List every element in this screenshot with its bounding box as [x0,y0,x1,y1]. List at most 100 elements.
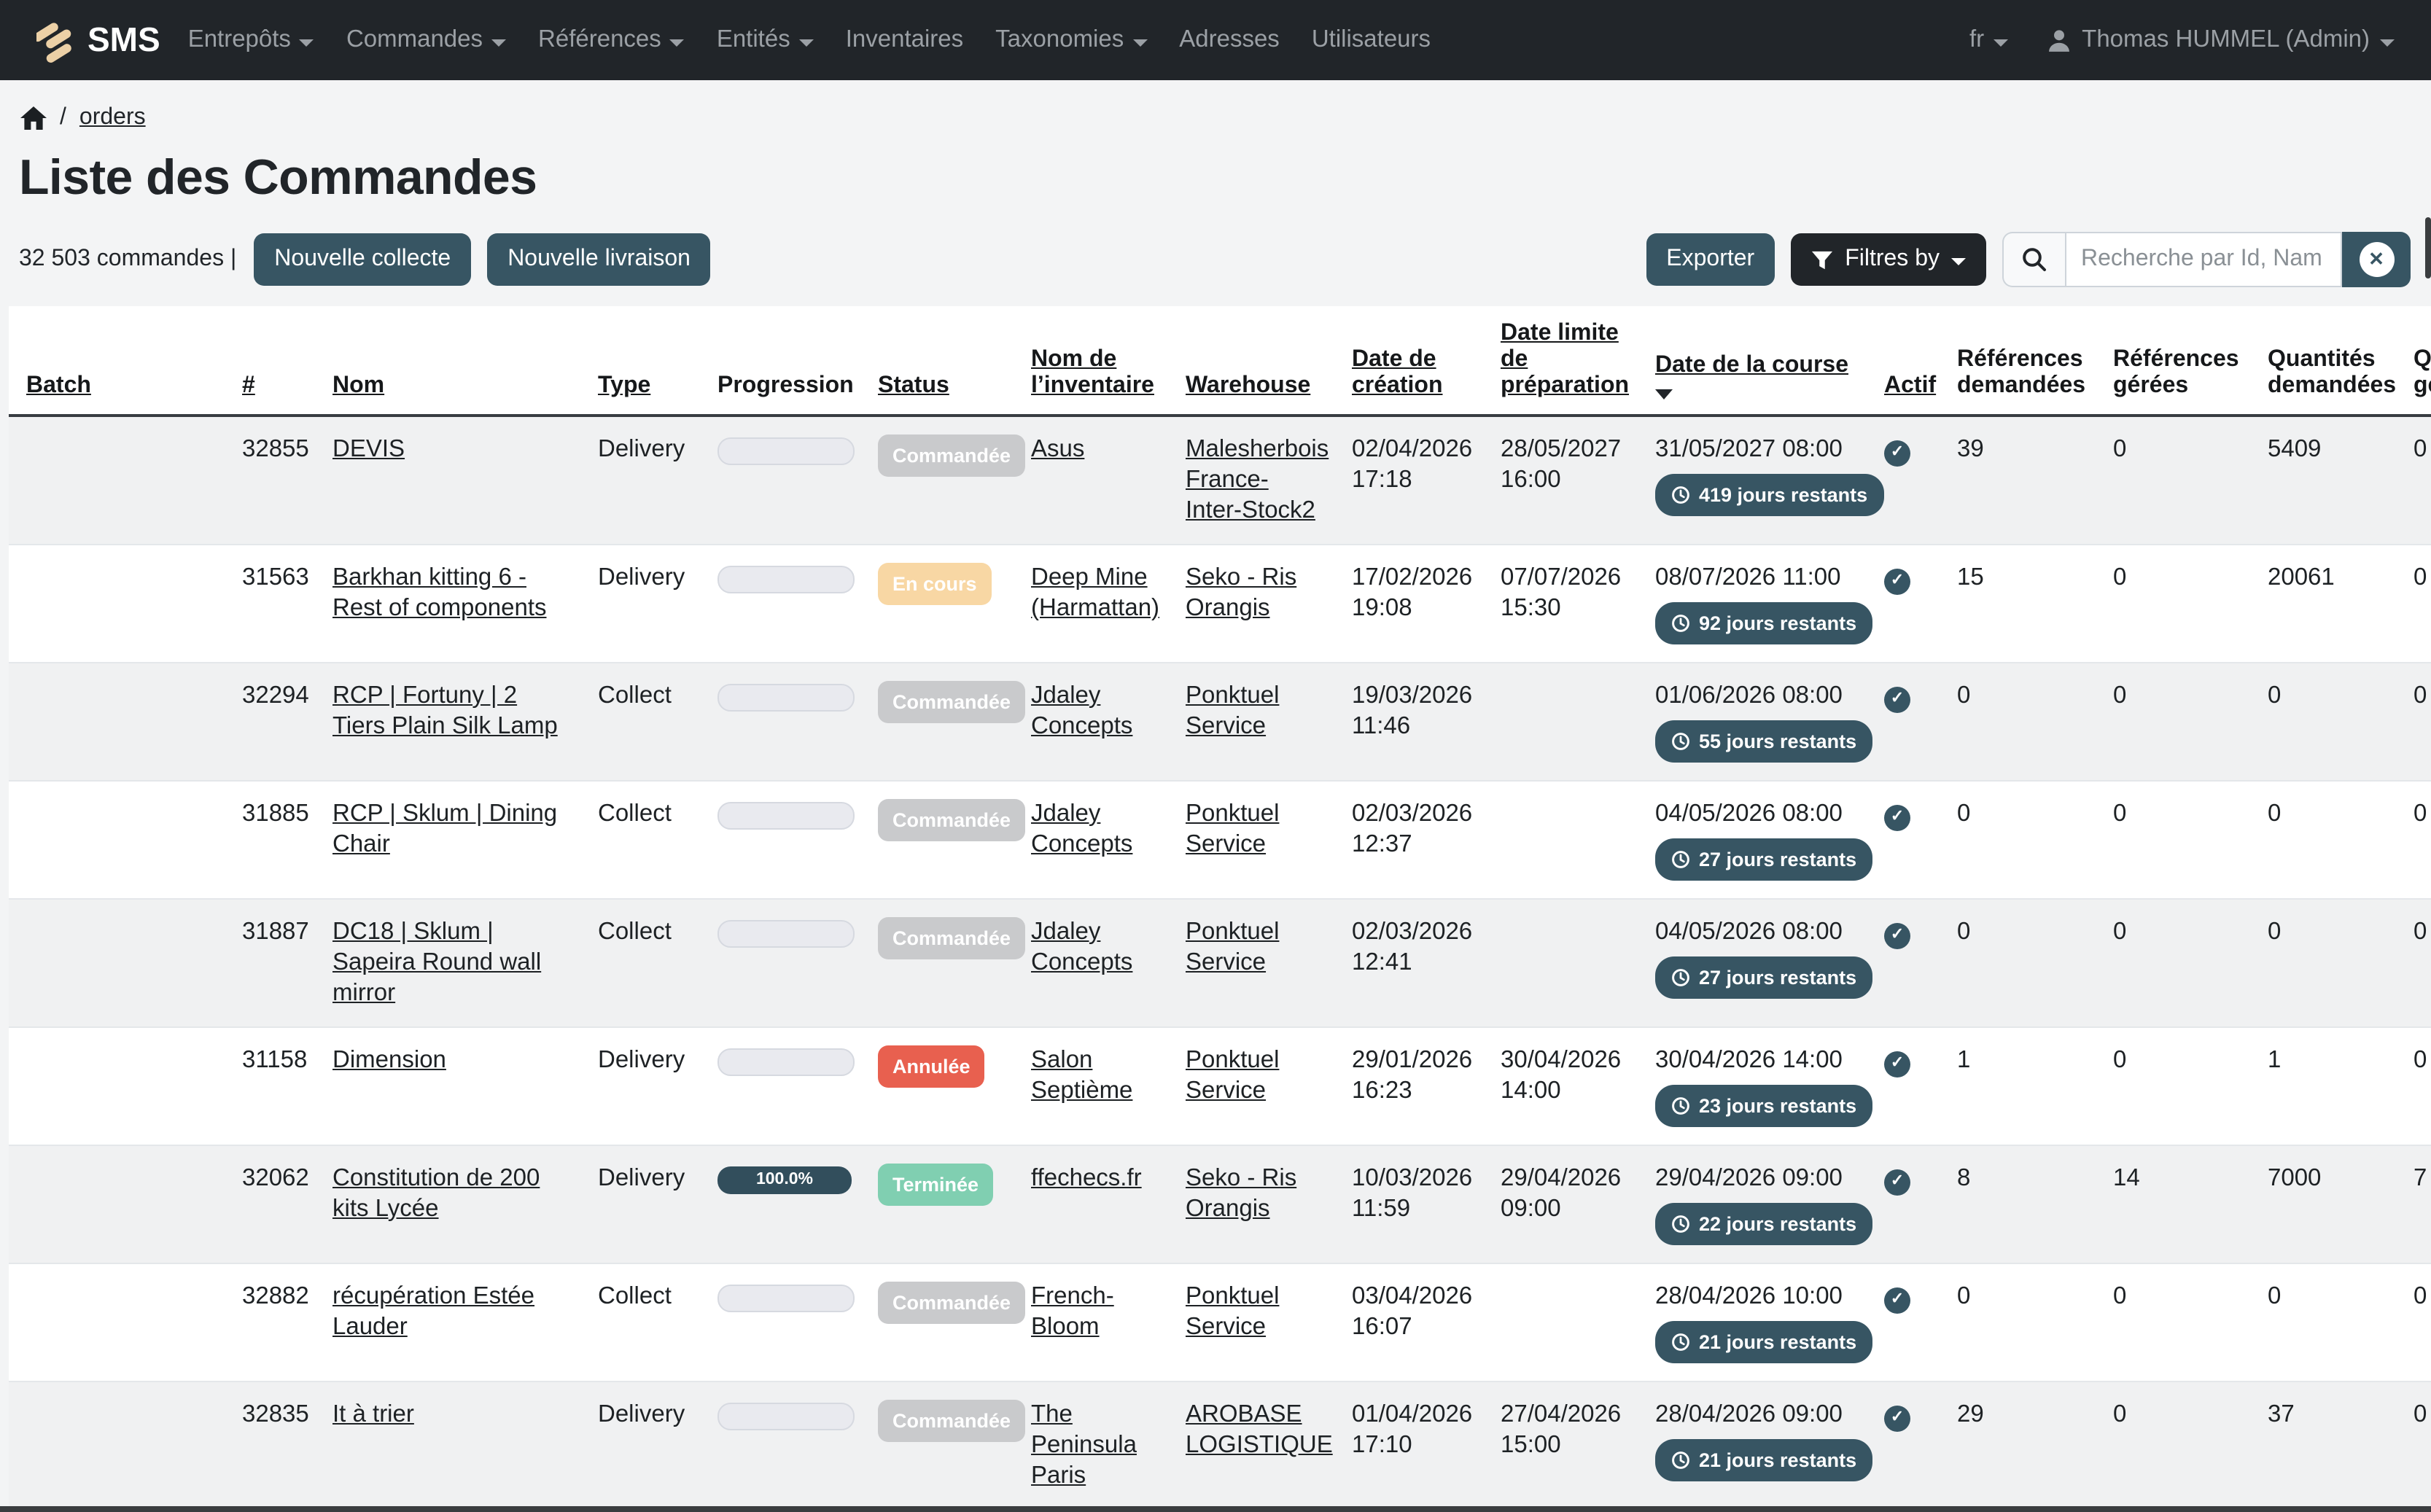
column-header-ref_demandees: Références demandées [1940,306,2096,416]
new-delivery-button[interactable]: Nouvelle livraison [487,233,711,286]
cell-link[interactable]: French-Bloom [1031,1283,1114,1340]
column-header-progression: Progression [700,306,860,416]
chevron-down-icon [300,39,314,46]
cell-link[interactable]: Seko - Ris Orangis [1186,564,1296,621]
days-remaining-badge: 419 jours restants [1655,474,1883,516]
cell-link[interactable]: Ponktuel Service [1186,1047,1279,1104]
nav-item-adresses[interactable]: Adresses [1163,26,1296,54]
cell-link[interactable]: Constitution de 200 kits Lycée [332,1165,540,1222]
cell-link[interactable]: Malesherbois France-Inter-Stock2 [1186,436,1329,523]
datetime-text: 31/05/2027 08:00 [1655,434,1849,465]
column-header-date_limite[interactable]: Date limite de préparation [1483,306,1638,416]
filters-label: Filtres by [1845,246,1940,273]
datetime-text: 11:59 [1352,1194,1466,1225]
cell-link[interactable]: Ponktuel Service [1186,919,1279,975]
cell-link[interactable]: Jdaley Concepts [1031,919,1132,975]
breadcrumb-orders-link[interactable]: orders [79,105,146,131]
column-header-type[interactable]: Type [580,306,700,416]
user-menu[interactable]: Thomas HUMMEL (Admin) [2045,26,2395,54]
column-label: Date limite de préparation [1501,321,1629,398]
export-button[interactable]: Exporter [1646,233,1775,286]
status-badge: En cours [878,563,992,605]
column-header-nom[interactable]: Nom [315,306,580,416]
progression-cell: 100.0% [700,1145,860,1263]
datetime-text: 12:41 [1352,948,1466,978]
nav-item-label: Taxonomies [995,26,1124,54]
cell-link[interactable]: Deep Mine (Harmattan) [1031,564,1159,621]
column-header-actif[interactable]: Actif [1867,306,1940,416]
column-header-id[interactable]: # [225,306,315,416]
cell-link[interactable]: Asus [1031,436,1084,462]
cell-link[interactable]: ffechecs.fr [1031,1165,1142,1191]
cell-link[interactable]: RCP | Sklum | Dining Chair [332,800,557,857]
clock-icon [1671,1215,1690,1234]
search-input[interactable] [2065,232,2342,287]
search-clear-button[interactable]: ✕ [2342,232,2411,287]
orders-table-container: Batch#Nom Type ProgressionStatusNom de l’i… [9,306,2431,1512]
order-id-cell: 32294 [225,663,315,781]
cell-link[interactable]: RCP | Fortuny | 2 Tiers Plain Silk Lamp [332,682,558,739]
column-header-date_creation[interactable]: Date de création [1334,306,1483,416]
cell-link[interactable]: Jdaley Concepts [1031,682,1132,739]
inventory-cell: Jdaley Concepts [1014,899,1168,1027]
nav-item-commandes[interactable]: Commandes [330,26,522,54]
type-cell: Collect [580,899,700,1027]
column-header-batch[interactable]: Batch [9,306,225,416]
progress-bar-empty [717,684,855,712]
column-header-warehouse[interactable]: Warehouse [1168,306,1334,416]
datetime-text: 19/03/2026 [1352,681,1466,712]
qty-requested-cell: 0 [2250,663,2396,781]
cell-link[interactable]: Seko - Ris Orangis [1186,1165,1296,1222]
cell-link[interactable]: récupération Estée Lauder [332,1283,534,1340]
nav-item-entit-s[interactable]: Entités [701,26,830,54]
batch-cell [9,545,225,663]
cell-link[interactable]: AROBASE LOGISTIQUE [1186,1401,1333,1458]
chevron-down-icon [491,39,506,46]
new-collect-button[interactable]: Nouvelle collecte [254,233,471,286]
days-remaining-badge: 23 jours restants [1655,1085,1872,1127]
cell-link[interactable]: It à trier [332,1401,414,1427]
vertical-scrollbar[interactable] [2425,217,2431,278]
datetime-text: 17:10 [1352,1430,1466,1461]
nav-item-inventaires[interactable]: Inventaires [830,26,979,54]
cell-link[interactable]: Ponktuel Service [1186,682,1279,739]
order-id-cell: 31158 [225,1027,315,1145]
cell-link[interactable]: The Peninsula Paris [1031,1401,1137,1489]
cell-link[interactable]: Salon Septième [1031,1047,1132,1104]
nav-item-entrep-ts[interactable]: Entrepôts [172,26,330,54]
cell-link[interactable]: Barkhan kitting 6 - Rest of components [332,564,547,621]
clock-icon [1671,1451,1690,1470]
column-header-inventaire[interactable]: Nom de l’inventaire [1014,306,1168,416]
days-remaining-text: 22 jours restants [1699,1209,1856,1239]
cell-link[interactable]: Ponktuel Service [1186,1283,1279,1340]
nav-item-r-f-rences[interactable]: Références [522,26,701,54]
datetime-text: 04/05/2026 08:00 [1655,799,1849,830]
column-label: Type [598,373,650,398]
nav-item-taxonomies[interactable]: Taxonomies [979,26,1163,54]
cell-link[interactable]: Jdaley Concepts [1031,800,1132,857]
cell-link[interactable]: DEVIS [332,436,405,462]
course-date-cell: 28/04/2026 10:0021 jours restants [1638,1263,1867,1382]
search-addon [2002,232,2065,287]
language-label: fr [1969,26,1984,54]
language-dropdown[interactable]: fr [1969,26,2007,54]
qty-requested-cell: 5409 [2250,416,2396,545]
brand[interactable]: SMS [36,18,160,62]
course-date-cell: 04/05/2026 08:0027 jours restants [1638,781,1867,899]
home-icon[interactable] [20,106,47,130]
status-badge: Commandée [878,434,1025,477]
qty-managed-cell: 7 [2396,1145,2431,1263]
filters-dropdown-button[interactable]: Filtres by [1791,233,1986,286]
column-header-date_course[interactable]: Date de la course [1638,306,1867,416]
batch-cell [9,899,225,1027]
nav-item-utilisateurs[interactable]: Utilisateurs [1296,26,1447,54]
active-check-icon: ✓ [1884,440,1910,466]
horizontal-scrollbar[interactable] [0,1506,2431,1512]
column-label: Date de la course [1655,353,1848,378]
cell-link[interactable]: DC18 | Sklum | Sapeira Round wall mirror [332,919,541,1006]
cell-link[interactable]: Ponktuel Service [1186,800,1279,857]
datetime-text: 16:00 [1501,465,1620,496]
status-badge: Annulée [878,1045,985,1088]
cell-link[interactable]: Dimension [332,1047,446,1073]
column-header-status[interactable]: Status [860,306,1014,416]
